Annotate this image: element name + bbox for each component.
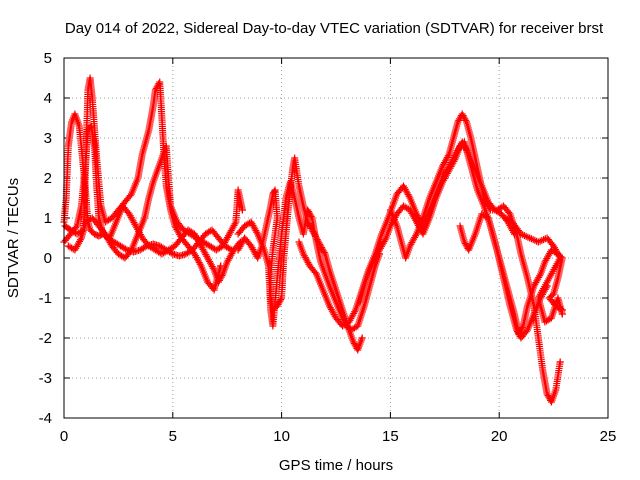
x-tick-label: 25 bbox=[600, 428, 617, 445]
x-tick-label: 10 bbox=[273, 428, 290, 445]
x-tick-label: 0 bbox=[60, 428, 68, 445]
data-point bbox=[217, 262, 225, 270]
x-axis-title: GPS time / hours bbox=[279, 457, 393, 474]
y-tick-label: 3 bbox=[44, 130, 52, 147]
data-point bbox=[209, 264, 217, 272]
series-track-h bbox=[356, 138, 551, 342]
data-point bbox=[307, 212, 315, 220]
series-track-f bbox=[234, 178, 384, 334]
data-point bbox=[196, 260, 204, 268]
y-tick-label: -3 bbox=[39, 370, 52, 387]
data-point bbox=[486, 204, 494, 212]
series-track-g bbox=[295, 138, 518, 330]
data-point bbox=[358, 334, 366, 342]
data-point bbox=[522, 328, 530, 336]
chart-title: Day 014 of 2022, Sidereal Day-to-day VTE… bbox=[65, 20, 604, 37]
tick-labels: 0 5 10 15 20 25 -4 -3 -2 -1 0 1 2 3 4 5 bbox=[39, 50, 617, 445]
data-point bbox=[253, 228, 261, 236]
y-axis-title: SDTVAR / TECUs bbox=[5, 178, 22, 298]
plot-frame bbox=[63, 57, 609, 419]
series-track-c bbox=[61, 74, 225, 294]
data-point bbox=[412, 232, 420, 240]
data-point bbox=[505, 208, 513, 216]
x-tick-label: 20 bbox=[491, 428, 508, 445]
x-tick-label: 15 bbox=[382, 428, 399, 445]
y-tick-label: 4 bbox=[44, 90, 52, 107]
data-point bbox=[270, 187, 278, 195]
data-point bbox=[238, 206, 246, 214]
data-point bbox=[126, 192, 134, 200]
series-track-d bbox=[64, 142, 246, 262]
data-point bbox=[536, 272, 544, 280]
data-point bbox=[76, 236, 84, 244]
y-tick-label: -2 bbox=[39, 330, 52, 347]
y-tick-label: -1 bbox=[39, 290, 52, 307]
y-tick-label: 2 bbox=[44, 170, 52, 187]
data-point bbox=[351, 308, 359, 316]
y-tick-label: 5 bbox=[44, 50, 52, 67]
data-point bbox=[311, 268, 319, 276]
data-point bbox=[121, 245, 129, 253]
y-tick-label: 0 bbox=[44, 250, 52, 267]
series-track-i bbox=[386, 110, 564, 406]
data-point bbox=[444, 152, 452, 160]
x-tick-label: 5 bbox=[169, 428, 177, 445]
data-point bbox=[126, 248, 134, 256]
data-point bbox=[381, 236, 389, 244]
data-point bbox=[556, 358, 564, 366]
y-tick-label: 1 bbox=[44, 210, 52, 227]
y-tick-label: -4 bbox=[39, 410, 52, 427]
data-point bbox=[405, 192, 413, 200]
data-points bbox=[60, 74, 566, 406]
data-point bbox=[462, 116, 470, 124]
data-point bbox=[231, 220, 239, 228]
data-point bbox=[518, 324, 526, 332]
data-point bbox=[558, 310, 566, 318]
series-track-k bbox=[502, 214, 566, 326]
data-point bbox=[451, 156, 459, 164]
